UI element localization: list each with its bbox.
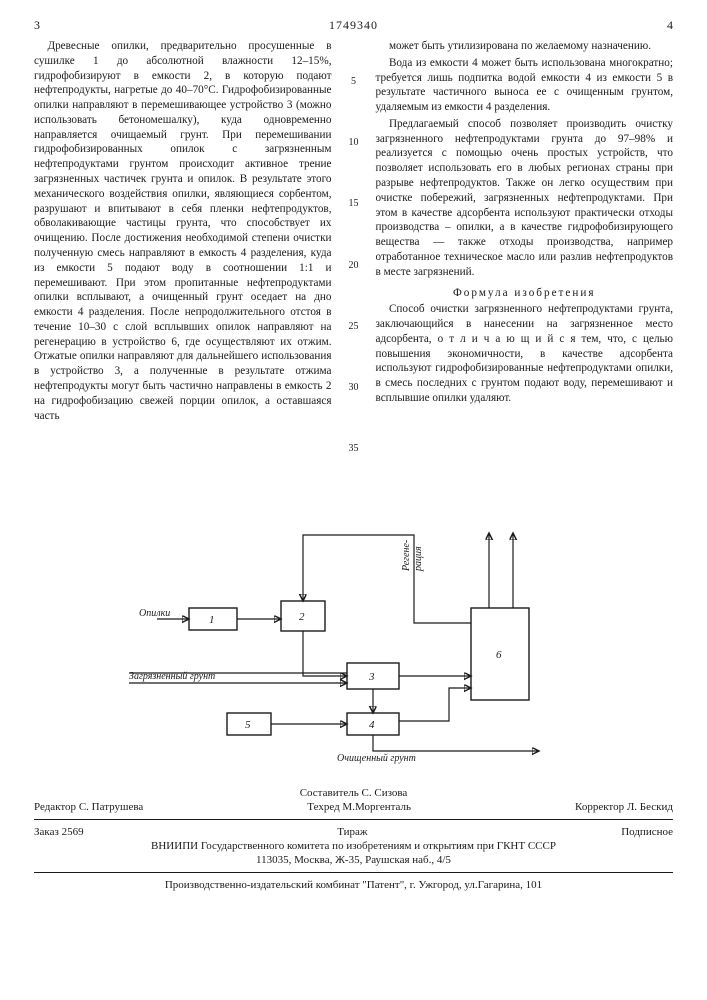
composer-label: Составитель bbox=[300, 787, 359, 799]
diagram-edge bbox=[373, 735, 539, 751]
corrector-label: Корректор bbox=[575, 801, 624, 813]
line-marker: 25 bbox=[349, 320, 359, 333]
divider bbox=[34, 872, 673, 873]
line-markers: 5 10 15 20 25 30 35 bbox=[346, 39, 362, 503]
diagram-label-cleaned: Очищенный грунт bbox=[337, 753, 416, 764]
techred-label: Техред bbox=[307, 801, 339, 813]
line-marker: 15 bbox=[349, 197, 359, 210]
document-number: 1749340 bbox=[329, 18, 378, 33]
page: 3 4 1749340 Древесные опилки, предварите… bbox=[0, 0, 707, 1000]
print-line: Производственно-издательский комбинат "П… bbox=[34, 879, 673, 891]
divider bbox=[34, 819, 673, 820]
editor-name: С. Патрушева bbox=[79, 801, 143, 813]
tirazh-label: Тираж bbox=[337, 826, 367, 838]
page-number-right: 4 bbox=[667, 18, 673, 33]
subscription-label: Подписное bbox=[621, 826, 673, 838]
diagram-label-regen2: рация bbox=[413, 546, 424, 572]
right-column: может быть утилизирована по желаемому на… bbox=[376, 39, 674, 503]
diagram-node-3-num: 3 bbox=[368, 671, 375, 683]
line-marker: 10 bbox=[349, 136, 359, 149]
flow-diagram: Опилки Загрязненный грунт Очищенный грун… bbox=[99, 513, 609, 773]
order-label: Заказ bbox=[34, 826, 59, 838]
line-marker: 30 bbox=[349, 381, 359, 394]
right-paragraph: Способ очистки загрязненного нефтепродук… bbox=[376, 302, 674, 405]
diagram-node-2-num: 2 bbox=[299, 611, 305, 623]
diagram-edge bbox=[399, 688, 471, 721]
line-marker: 35 bbox=[349, 442, 359, 455]
right-paragraph: Вода из емкости 4 может быть использован… bbox=[376, 56, 674, 115]
diagram-node-1-num: 1 bbox=[209, 614, 215, 626]
right-paragraph: Предлагаемый способ позволяет производит… bbox=[376, 117, 674, 280]
left-column: Древесные опилки, предварительно просуше… bbox=[34, 39, 332, 503]
diagram-edge bbox=[303, 535, 471, 623]
diagram-node-5-num: 5 bbox=[245, 719, 251, 731]
composer-name: С. Сизова bbox=[362, 787, 408, 799]
body-columns: Древесные опилки, предварительно просуше… bbox=[34, 39, 673, 503]
left-paragraph: Древесные опилки, предварительно просуше… bbox=[34, 39, 332, 423]
diagram-edge bbox=[303, 631, 347, 676]
diagram-label-regen1: Регене- bbox=[401, 540, 412, 572]
techred-name: М.Моргенталь bbox=[342, 801, 411, 813]
editor-label: Редактор bbox=[34, 801, 76, 813]
line-marker: 5 bbox=[351, 75, 356, 88]
diagram-label-sawdust: Опилки bbox=[139, 608, 170, 619]
footer-credits: Составитель С. Сизова Редактор С. Патруш… bbox=[34, 787, 673, 891]
flow-diagram-svg: Опилки Загрязненный грунт Очищенный грун… bbox=[99, 513, 609, 773]
order-number: 2569 bbox=[62, 826, 84, 838]
page-number-left: 3 bbox=[34, 18, 40, 33]
diagram-node-6-num: 6 bbox=[496, 649, 502, 661]
org-line-1: ВНИИПИ Государственного комитета по изоб… bbox=[34, 840, 673, 852]
right-paragraph: может быть утилизирована по желаемому на… bbox=[376, 39, 674, 54]
corrector-name: Л. Бескид bbox=[627, 801, 673, 813]
org-line-2: 113035, Москва, Ж-35, Раушская наб., 4/5 bbox=[34, 854, 673, 866]
line-marker: 20 bbox=[349, 259, 359, 272]
formula-heading: Формула изобретения bbox=[376, 286, 674, 301]
diagram-node-4-num: 4 bbox=[369, 719, 375, 731]
